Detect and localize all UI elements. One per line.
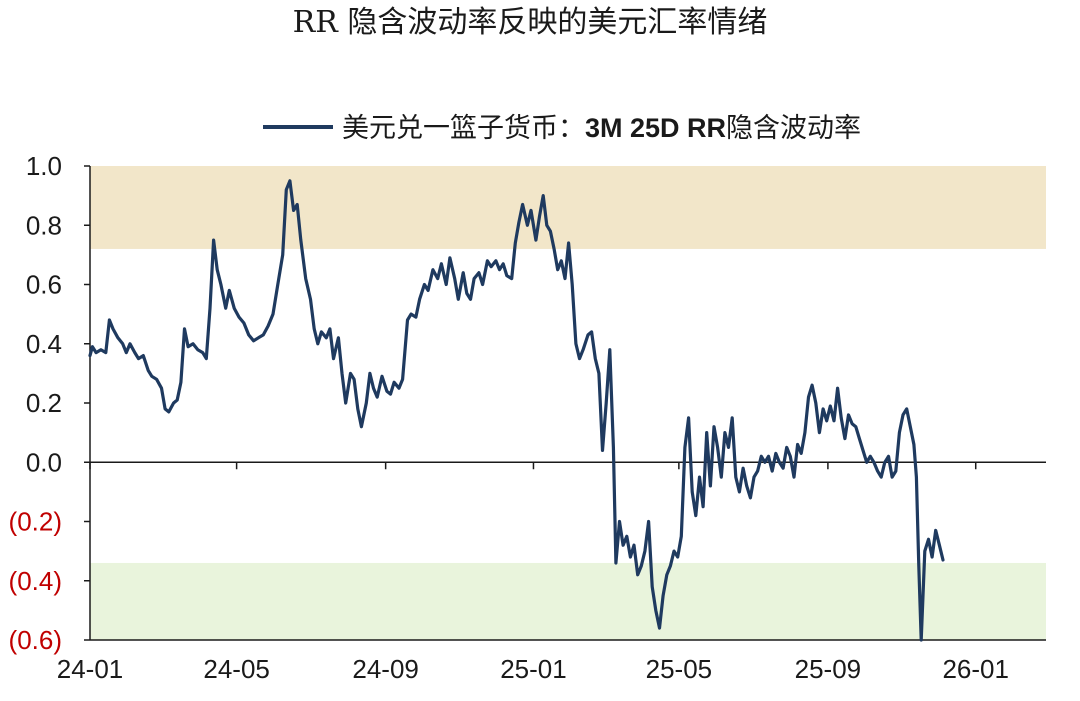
highlight-band-2 [90,562,1046,640]
legend: 美元兑一篮子货币：3M 25D RR隐含波动率 [263,113,861,144]
y-tick-label: 0.6 [26,270,62,300]
legend-label: 美元兑一篮子货币：3M 25D RR隐含波动率 [342,113,861,144]
x-tick-label: 24-01 [57,654,124,684]
y-tick-label: (0.2) [9,507,62,537]
x-tick-label: 25-09 [795,654,862,684]
x-tick-label: 25-05 [646,654,713,684]
y-tick-label: (0.6) [9,625,62,655]
highlight-band-1 [90,166,1046,249]
chart-title: RR 隐含波动率反映的美元汇率情绪 [293,5,768,40]
x-tick-label: 24-05 [203,654,270,684]
y-tick-labels: 1.0 0.8 0.6 0.4 0.2 0.0 (0.2) (0.4) (0.6) [9,151,90,655]
x-tick-label: 25-01 [500,654,567,684]
y-tick-label: 1.0 [26,151,62,181]
x-tick-label: 26-01 [942,654,1009,684]
legend-label-prefix: 美元兑一篮子货币： [342,113,585,144]
x-tick-labels: 24-01 24-05 24-09 25-01 25-05 25-09 26-01 [57,462,1009,684]
legend-label-bold: 3M 25D RR [585,113,726,143]
highlight-bands [90,166,1046,640]
y-tick-label: 0.2 [26,388,62,418]
series-line-1 [88,179,945,642]
x-tick-label: 24-09 [352,654,419,684]
legend-label-suffix: 隐含波动率 [726,113,861,144]
y-tick-label: 0.8 [26,210,62,240]
y-tick-label: (0.4) [9,566,62,596]
y-tick-label: 0.4 [26,329,62,359]
y-tick-label: 0.0 [26,447,62,477]
series-layer [88,179,945,642]
